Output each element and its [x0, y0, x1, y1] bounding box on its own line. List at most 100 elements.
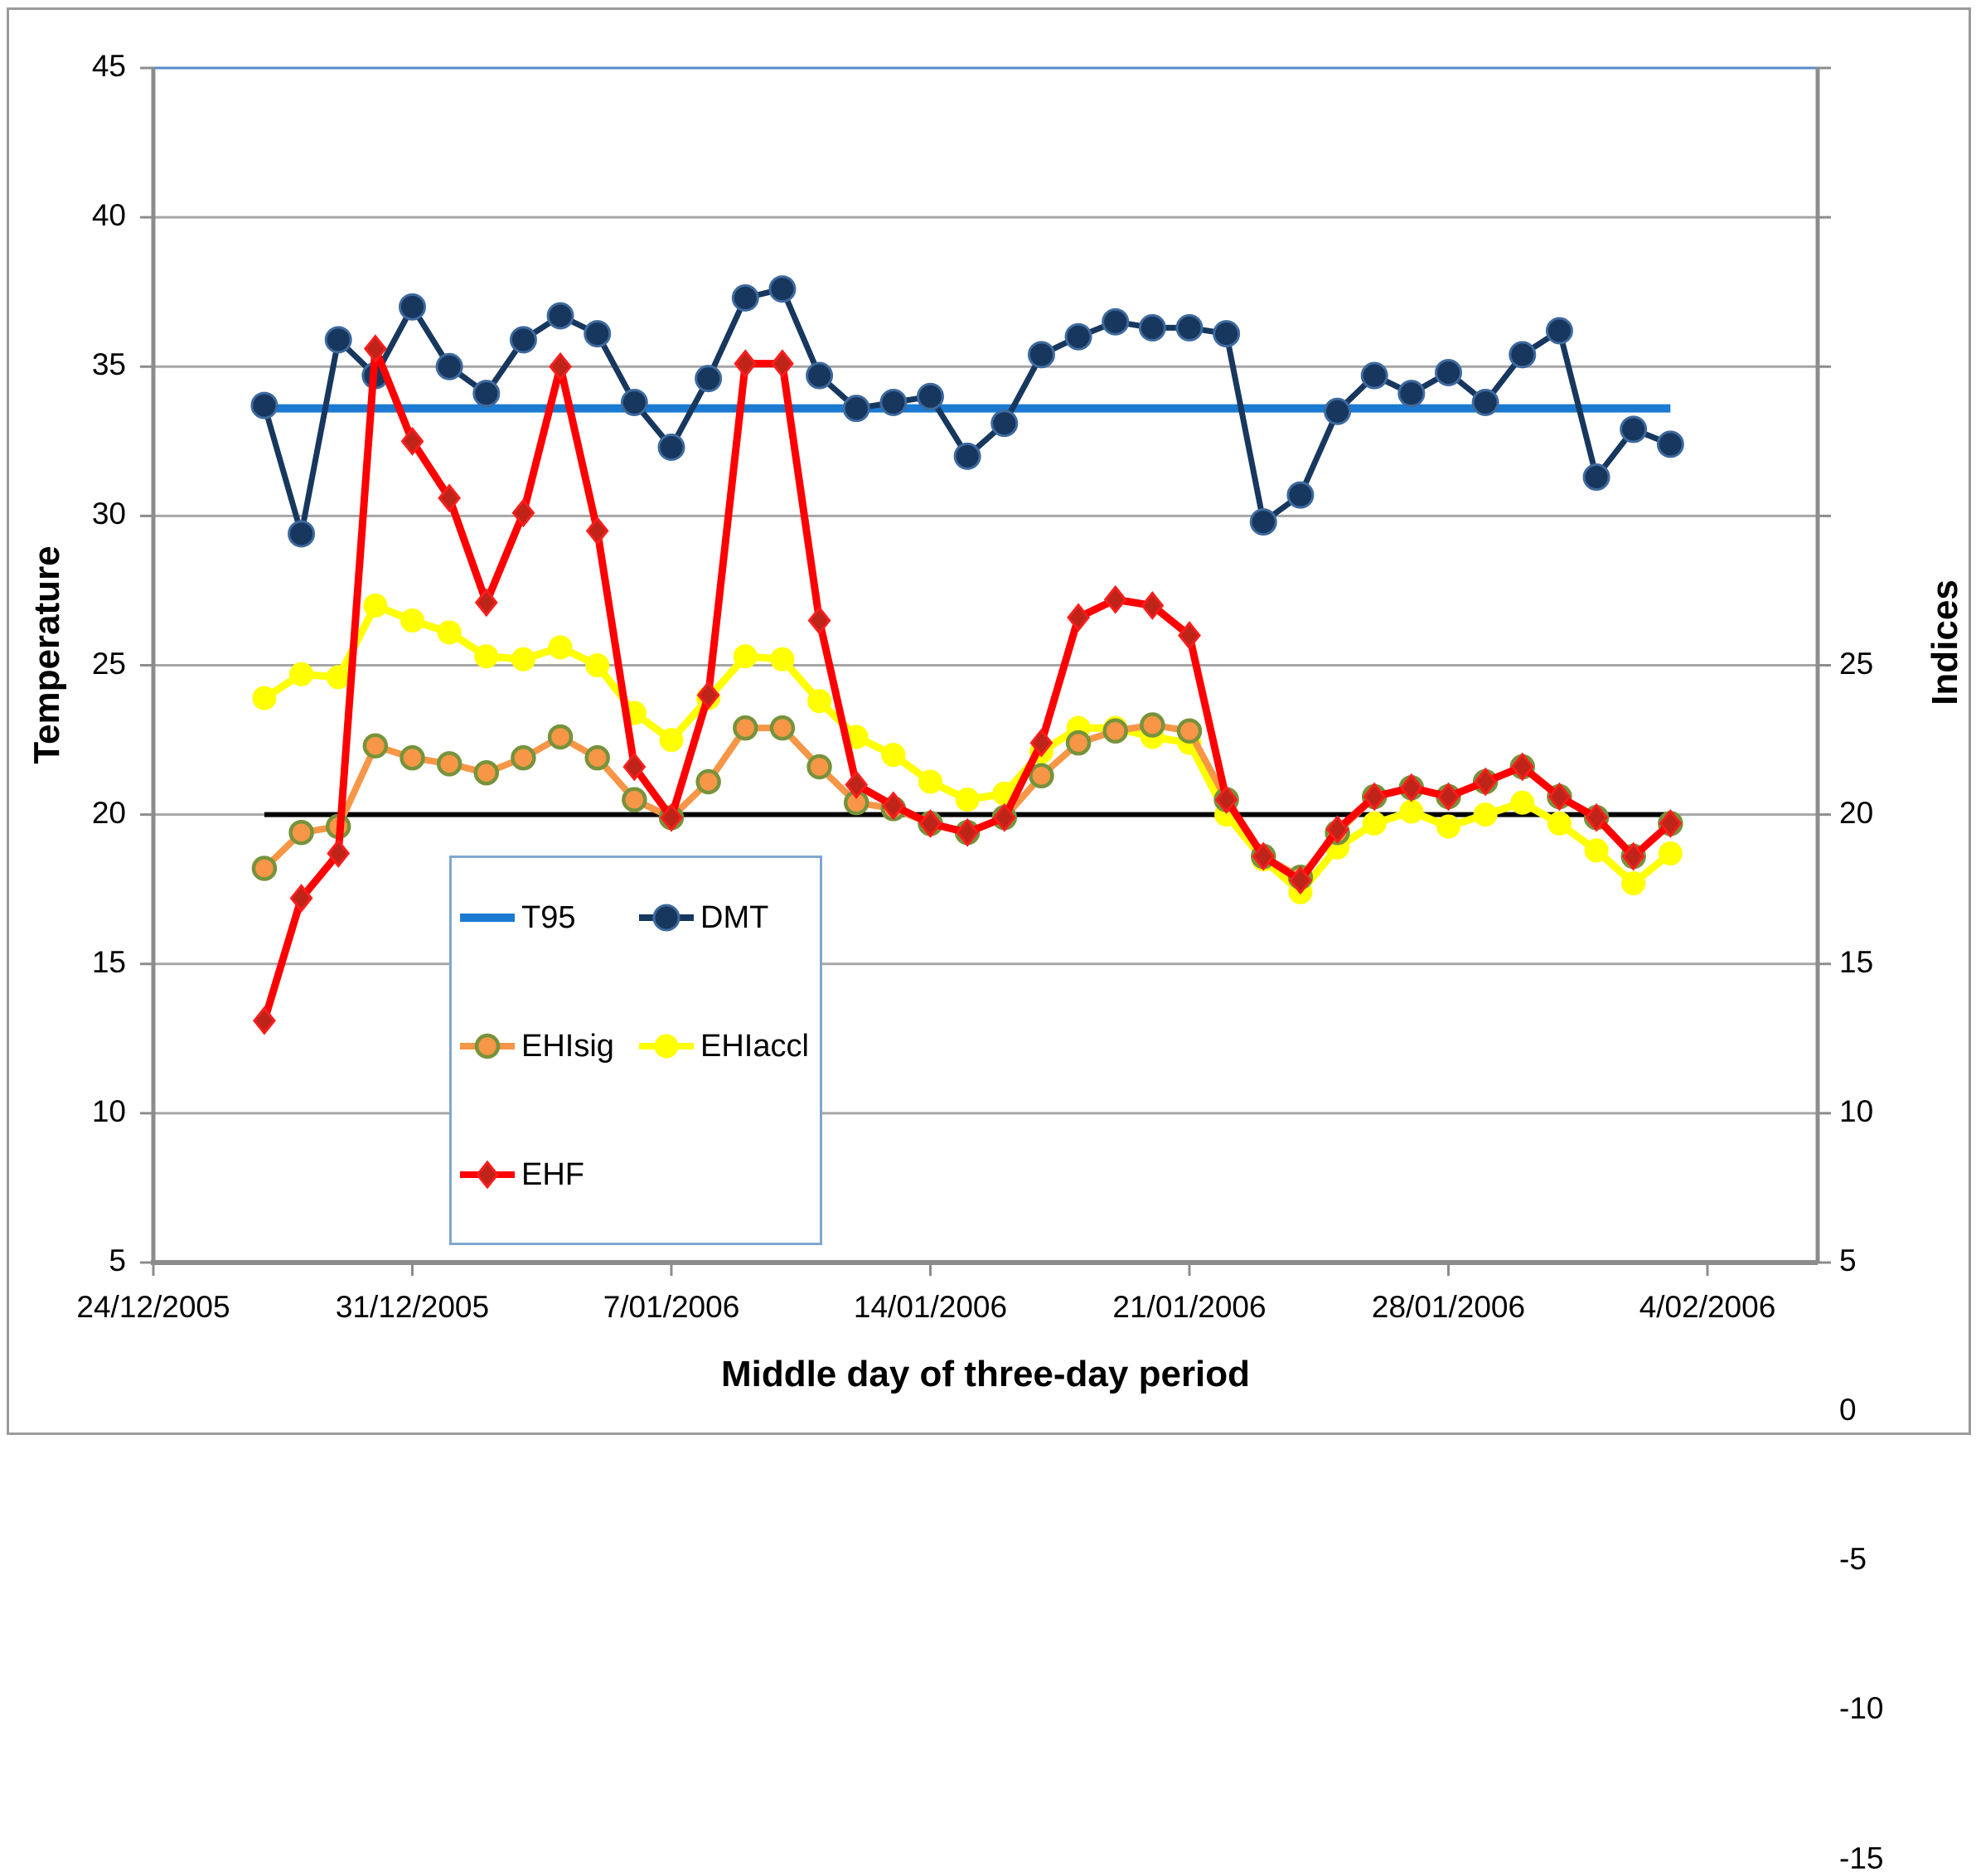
dmt-marker: [1582, 463, 1610, 492]
y-right-tick-label: 5: [1839, 1243, 1857, 1277]
y-right-tick-label: 25: [1839, 646, 1874, 681]
ehf-marker: [549, 351, 572, 381]
dmt-marker: [324, 326, 352, 354]
figure-border: [7, 7, 1971, 1435]
dmt-marker: [509, 326, 537, 354]
ehf-marker: [511, 498, 535, 528]
y-left-tick-label: 10: [91, 1093, 126, 1128]
ehisig-marker: [584, 744, 610, 771]
ehf-marker: [660, 802, 683, 832]
dmt-marker: [990, 410, 1019, 438]
y-left-tick-label: 35: [91, 347, 126, 382]
ehisig-marker-swatch-icon: [460, 1033, 515, 1059]
ehf-marker: [289, 884, 313, 913]
ehiaccl-marker: [289, 662, 314, 686]
ehisig-marker: [1065, 730, 1092, 756]
ehf-marker: [400, 426, 424, 456]
dmt-marker: [1213, 320, 1241, 348]
dmt-marker: [1027, 341, 1055, 369]
legend-label-ehisig: EHIsig: [521, 1028, 614, 1064]
ehiaccl-marker: [474, 644, 499, 669]
legend: T95 DMT EHIsig EHIaccl EHF: [449, 856, 822, 1245]
ehf-marker: [622, 752, 647, 782]
ehf-marker: [585, 516, 609, 545]
ehisig-marker: [474, 1033, 501, 1059]
dmt-marker: [1360, 361, 1388, 390]
ehf-marker: [1067, 603, 1090, 633]
dmt-marker: [652, 904, 680, 932]
ehiaccl-marker: [1362, 811, 1387, 836]
dmt-marker: [879, 388, 908, 416]
ehf-marker: [1103, 584, 1127, 614]
y-right-tick-label: 20: [1839, 795, 1874, 830]
ehiaccl-marker: [770, 647, 795, 671]
y-left-tick-label: 30: [91, 497, 126, 531]
dmt-marker: [842, 395, 870, 423]
ehisig-marker: [1102, 718, 1128, 744]
ehf-marker: [1252, 841, 1276, 871]
ehf-marker: [1214, 785, 1238, 815]
t95-line-swatch-icon: [460, 914, 515, 922]
dmt-marker: [953, 442, 981, 470]
ehiaccl-marker: [1399, 799, 1424, 824]
ehf-marker-swatch-icon: [460, 1160, 515, 1190]
legend-item-ehiaccl: EHIaccl: [637, 1023, 809, 1069]
legend-item-dmt: DMT: [637, 894, 768, 941]
ehf-marker: [1363, 782, 1387, 812]
dmt-marker: [1138, 313, 1166, 342]
y-axis-left-title: Temperature: [27, 545, 67, 764]
dmt-marker: [1064, 322, 1092, 351]
ehf-marker: [253, 1006, 276, 1035]
ehiaccl-marker: [1436, 814, 1460, 839]
ehf-marker: [1474, 767, 1498, 797]
ehiaccl-marker: [1658, 841, 1683, 865]
ehisig-marker: [511, 744, 536, 771]
y-left-tick-label: 5: [109, 1243, 126, 1277]
ehiaccl-marker: [326, 665, 351, 690]
x-tick-label: 14/01/2006: [853, 1290, 1008, 1324]
dmt-marker: [250, 391, 278, 419]
ehisig-marker: [251, 856, 278, 881]
dmt-marker: [1324, 397, 1352, 425]
ehf-marker: [1547, 782, 1572, 812]
ehiaccl-marker: [1584, 838, 1609, 863]
ehiaccl-marker: [1473, 802, 1498, 827]
dmt-marker: [546, 302, 574, 330]
dmt-marker: [1620, 415, 1648, 444]
ehiaccl-marker: [437, 620, 462, 645]
dmt-marker: [917, 382, 944, 410]
legend-label-t95: T95: [521, 899, 576, 935]
legend-label-ehf: EHF: [521, 1156, 584, 1192]
dmt-marker-swatch-icon: [639, 904, 694, 932]
dmt-marker: [1545, 317, 1573, 345]
ehisig-marker: [806, 754, 832, 780]
ehf-marker: [734, 349, 758, 379]
x-axis-title: Middle day of three-day period: [720, 1354, 1251, 1394]
ehisig-marker: [1176, 718, 1203, 744]
ehiaccl-marker: [955, 788, 980, 812]
dmt-marker: [1471, 388, 1499, 416]
x-tick-label: 21/01/2006: [1112, 1290, 1266, 1324]
ehf-marker: [1585, 802, 1608, 832]
y-right-tick-label: -15: [1839, 1840, 1884, 1875]
ehiaccl-marker: [1510, 790, 1535, 815]
legend-item-ehisig: EHIsig: [458, 1023, 614, 1069]
ehisig-marker: [695, 768, 721, 795]
y-right-tick-label: 0: [1839, 1393, 1857, 1428]
gridlines: [153, 66, 1818, 1115]
ehiaccl-marker: [511, 647, 535, 671]
dmt-marker: [768, 275, 797, 303]
ehf-marker: [1029, 728, 1053, 758]
dmt-marker: [288, 520, 316, 548]
ehf-marker: [438, 483, 462, 513]
dmt-marker: [806, 361, 834, 390]
ehf-marker: [1659, 809, 1683, 838]
dmt-marker: [731, 284, 759, 312]
dmt-marker: [1656, 430, 1684, 458]
ehisig-marker: [547, 724, 574, 750]
legend-item-t95: T95: [458, 894, 575, 941]
ehf-marker: [476, 1160, 499, 1190]
series-ehf: [253, 334, 1683, 1035]
ehf-marker: [363, 334, 387, 364]
ehiaccl-marker: [1621, 870, 1646, 895]
